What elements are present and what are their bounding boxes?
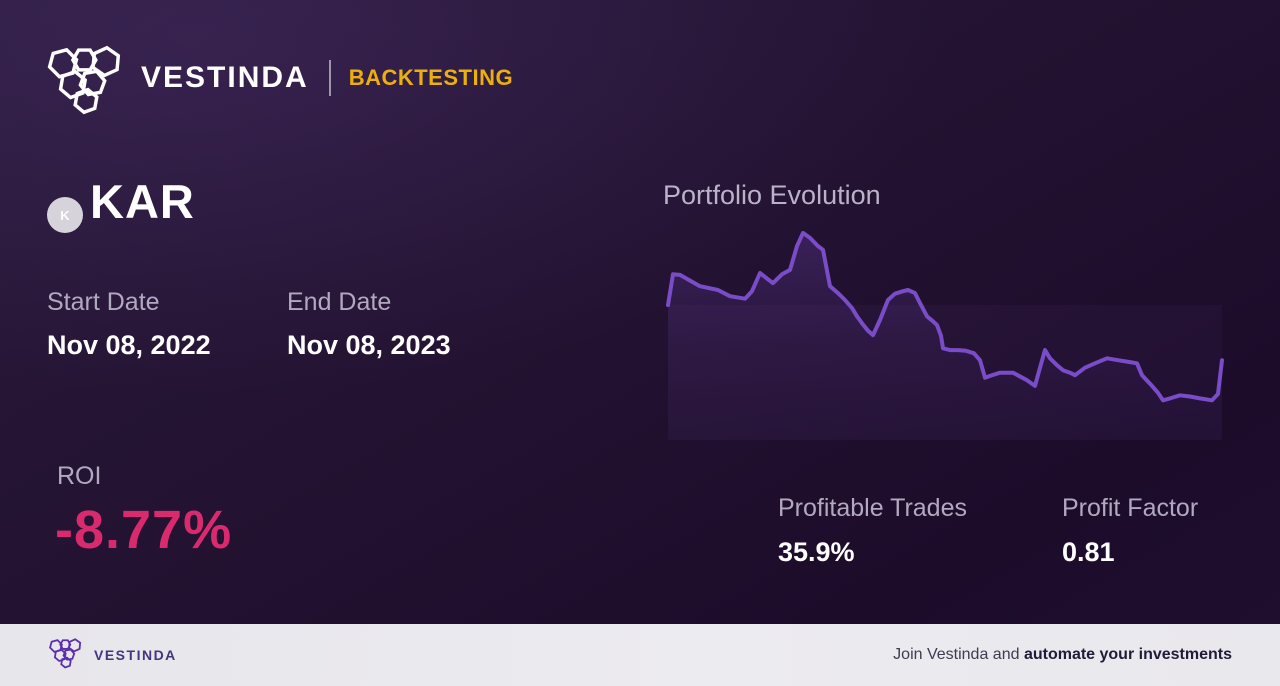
asset-symbol: KAR [90, 175, 195, 228]
end-date-block: End Date Nov 08, 2023 [287, 288, 451, 361]
footer-promo-text: Join Vestinda and automate your investme… [893, 646, 1232, 664]
roi-label: ROI [57, 462, 102, 490]
chart-area-fill [668, 232, 1222, 440]
profit-factor-label: Profit Factor [1062, 494, 1199, 522]
roi-value: -8.77% [55, 500, 233, 560]
footer-brand-block: VESTINDA [48, 636, 177, 674]
backtesting-badge: BACKTESTING [348, 65, 514, 90]
profit-factor-value: 0.81 [1062, 537, 1115, 567]
profitable-trades-value: 35.9% [778, 537, 855, 567]
start-date-block: Start Date Nov 08, 2022 [47, 288, 211, 361]
start-date-value: Nov 08, 2022 [47, 330, 211, 360]
vestinda-logo-icon-footer [48, 636, 84, 674]
footer: VESTINDA Join Vestinda and automate your… [0, 624, 1280, 686]
footer-brand-wordmark: VESTINDA [94, 647, 177, 663]
portfolio-evolution-chart [665, 228, 1225, 440]
header: VESTINDA BACKTESTING [45, 40, 513, 116]
asset-coin-icon: K [47, 197, 83, 233]
profitable-trades-label: Profitable Trades [778, 494, 967, 522]
start-date-label: Start Date [47, 288, 160, 316]
vestinda-logo-icon [45, 40, 127, 116]
profit-factor-block: Profit Factor 0.81 [1062, 494, 1198, 568]
footer-promo-regular: Join Vestinda and [893, 646, 1024, 663]
footer-promo-bold: automate your investments [1023, 646, 1232, 663]
end-date-label: End Date [287, 288, 392, 316]
end-date-value: Nov 08, 2023 [287, 330, 451, 360]
profitable-trades-block: Profitable Trades 35.9% [778, 494, 967, 568]
chart-line [666, 230, 1224, 403]
roi-block: ROI -8.77% [55, 462, 233, 561]
chart-title: Portfolio Evolution [663, 180, 881, 210]
header-divider [328, 60, 331, 96]
brand-wordmark: VESTINDA [141, 61, 309, 94]
